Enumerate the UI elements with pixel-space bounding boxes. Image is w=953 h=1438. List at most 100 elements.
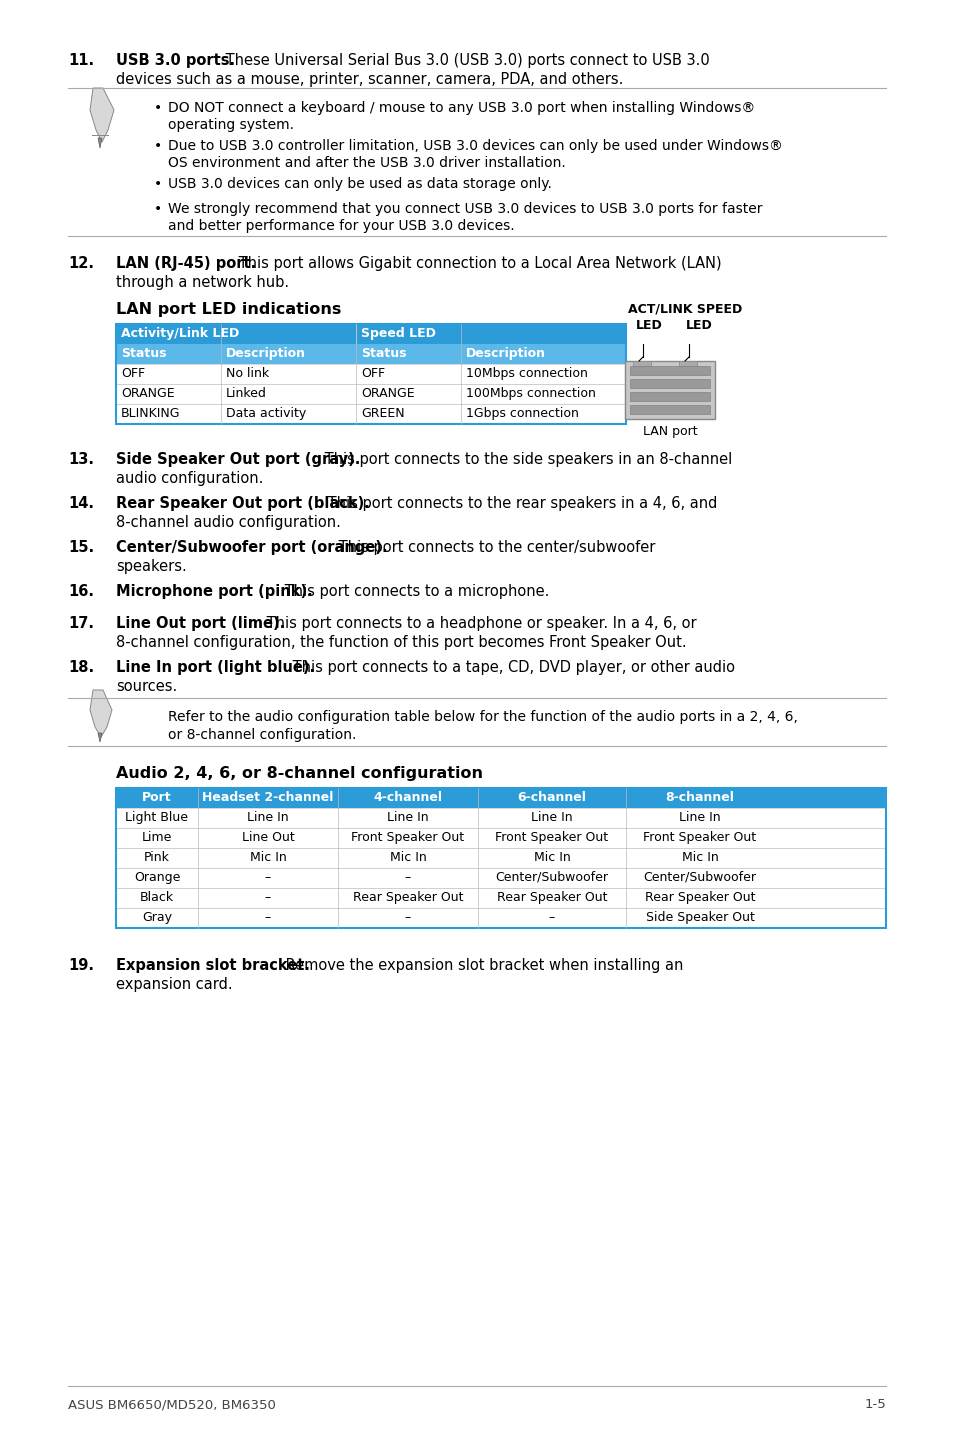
- Text: •: •: [153, 201, 162, 216]
- Text: Remove the expansion slot bracket when installing an: Remove the expansion slot bracket when i…: [281, 958, 682, 974]
- Bar: [629, 406, 709, 414]
- Text: ACT/LINK SPEED: ACT/LINK SPEED: [627, 302, 741, 315]
- Polygon shape: [98, 138, 102, 148]
- Text: LAN (RJ-45) port.: LAN (RJ-45) port.: [116, 256, 256, 270]
- Text: Rear Speaker Out: Rear Speaker Out: [644, 892, 755, 905]
- Text: 4-channel: 4-channel: [374, 791, 442, 804]
- Bar: [629, 367, 709, 375]
- Text: 14.: 14.: [68, 496, 94, 510]
- Text: 15.: 15.: [68, 541, 94, 555]
- Text: –: –: [404, 912, 411, 925]
- Text: –: –: [265, 871, 271, 884]
- Bar: [624, 361, 714, 418]
- Text: Rear Speaker Out port (black).: Rear Speaker Out port (black).: [116, 496, 370, 510]
- Polygon shape: [98, 733, 102, 742]
- Text: Linked: Linked: [226, 387, 267, 400]
- Text: Rear Speaker Out: Rear Speaker Out: [353, 892, 463, 905]
- Text: or 8-channel configuration.: or 8-channel configuration.: [168, 728, 356, 742]
- Bar: [679, 361, 697, 370]
- Text: –: –: [548, 912, 555, 925]
- Text: ASUS BM6650/MD520, BM6350: ASUS BM6650/MD520, BM6350: [68, 1398, 275, 1411]
- Bar: [116, 364, 625, 384]
- Bar: [116, 344, 625, 364]
- Bar: [116, 848, 885, 869]
- Text: through a network hub.: through a network hub.: [116, 275, 289, 290]
- Text: Mic In: Mic In: [533, 851, 570, 864]
- Text: audio configuration.: audio configuration.: [116, 472, 263, 486]
- Text: LAN port LED indications: LAN port LED indications: [116, 302, 341, 316]
- Bar: [116, 788, 885, 928]
- Bar: [629, 380, 709, 388]
- Text: This port connects to a headphone or speaker. In a 4, 6, or: This port connects to a headphone or spe…: [262, 615, 696, 631]
- Polygon shape: [90, 88, 113, 142]
- Text: Line In: Line In: [247, 811, 289, 824]
- Text: Audio 2, 4, 6, or 8-channel configuration: Audio 2, 4, 6, or 8-channel configuratio…: [116, 766, 482, 781]
- Text: OFF: OFF: [360, 367, 385, 380]
- Text: 8-channel audio configuration.: 8-channel audio configuration.: [116, 515, 340, 531]
- Text: USB 3.0 ports.: USB 3.0 ports.: [116, 53, 234, 68]
- Text: Black: Black: [140, 892, 173, 905]
- Text: 18.: 18.: [68, 660, 94, 674]
- Text: 100Mbps connection: 100Mbps connection: [465, 387, 596, 400]
- Bar: [116, 788, 885, 808]
- Text: expansion card.: expansion card.: [116, 976, 233, 992]
- Text: Front Speaker Out: Front Speaker Out: [351, 831, 464, 844]
- Text: Description: Description: [226, 347, 306, 360]
- Text: LAN port: LAN port: [642, 426, 697, 439]
- Text: Side Speaker Out: Side Speaker Out: [645, 912, 754, 925]
- Bar: [116, 324, 625, 424]
- Text: This port connects to a microphone.: This port connects to a microphone.: [280, 584, 549, 600]
- Text: 1Gbps connection: 1Gbps connection: [465, 407, 578, 420]
- Bar: [116, 828, 885, 848]
- Text: Line In: Line In: [679, 811, 720, 824]
- Text: We strongly recommend that you connect USB 3.0 devices to USB 3.0 ports for fast: We strongly recommend that you connect U…: [168, 201, 761, 216]
- Bar: [116, 404, 625, 424]
- Text: Front Speaker Out: Front Speaker Out: [642, 831, 756, 844]
- Text: Rear Speaker Out: Rear Speaker Out: [497, 892, 607, 905]
- Text: Activity/Link LED: Activity/Link LED: [121, 326, 239, 339]
- Text: 17.: 17.: [68, 615, 94, 631]
- Text: Center/Subwoofer: Center/Subwoofer: [643, 871, 756, 884]
- Text: USB 3.0 devices can only be used as data storage only.: USB 3.0 devices can only be used as data…: [168, 177, 551, 191]
- Text: Headset 2-channel: Headset 2-channel: [202, 791, 334, 804]
- Text: Light Blue: Light Blue: [126, 811, 189, 824]
- Text: BLINKING: BLINKING: [121, 407, 180, 420]
- Text: operating system.: operating system.: [168, 118, 294, 132]
- Text: Center/Subwoofer: Center/Subwoofer: [495, 871, 608, 884]
- Text: Gray: Gray: [142, 912, 172, 925]
- Polygon shape: [90, 690, 112, 738]
- Text: Data activity: Data activity: [226, 407, 306, 420]
- Text: Line In: Line In: [387, 811, 428, 824]
- Text: •: •: [153, 139, 162, 152]
- Text: 1-5: 1-5: [863, 1398, 885, 1411]
- Text: 6-channel: 6-channel: [517, 791, 586, 804]
- Text: Pink: Pink: [144, 851, 170, 864]
- Bar: [629, 393, 709, 401]
- Bar: [633, 361, 650, 370]
- Text: Orange: Orange: [133, 871, 180, 884]
- Text: 10Mbps connection: 10Mbps connection: [465, 367, 587, 380]
- Bar: [116, 907, 885, 928]
- Text: This port allows Gigabit connection to a Local Area Network (LAN): This port allows Gigabit connection to a…: [233, 256, 720, 270]
- Text: 12.: 12.: [68, 256, 94, 270]
- Text: –: –: [265, 912, 271, 925]
- Text: 8-channel: 8-channel: [665, 791, 734, 804]
- Text: LED: LED: [685, 319, 712, 332]
- Text: Description: Description: [465, 347, 545, 360]
- Text: These Universal Serial Bus 3.0 (USB 3.0) ports connect to USB 3.0: These Universal Serial Bus 3.0 (USB 3.0)…: [221, 53, 709, 68]
- Text: devices such as a mouse, printer, scanner, camera, PDA, and others.: devices such as a mouse, printer, scanne…: [116, 72, 622, 88]
- Text: Lime: Lime: [142, 831, 172, 844]
- Text: LED: LED: [636, 319, 662, 332]
- Text: Mic In: Mic In: [250, 851, 286, 864]
- Text: –: –: [404, 871, 411, 884]
- Text: 16.: 16.: [68, 584, 94, 600]
- Bar: [116, 808, 885, 828]
- Text: 11.: 11.: [68, 53, 94, 68]
- Text: This port connects to the rear speakers in a 4, 6, and: This port connects to the rear speakers …: [323, 496, 717, 510]
- Text: No link: No link: [226, 367, 269, 380]
- Text: This port connects to the side speakers in an 8-channel: This port connects to the side speakers …: [319, 452, 732, 467]
- Text: speakers.: speakers.: [116, 559, 187, 574]
- Text: Status: Status: [360, 347, 406, 360]
- Text: –: –: [265, 892, 271, 905]
- Text: Side Speaker Out port (gray).: Side Speaker Out port (gray).: [116, 452, 360, 467]
